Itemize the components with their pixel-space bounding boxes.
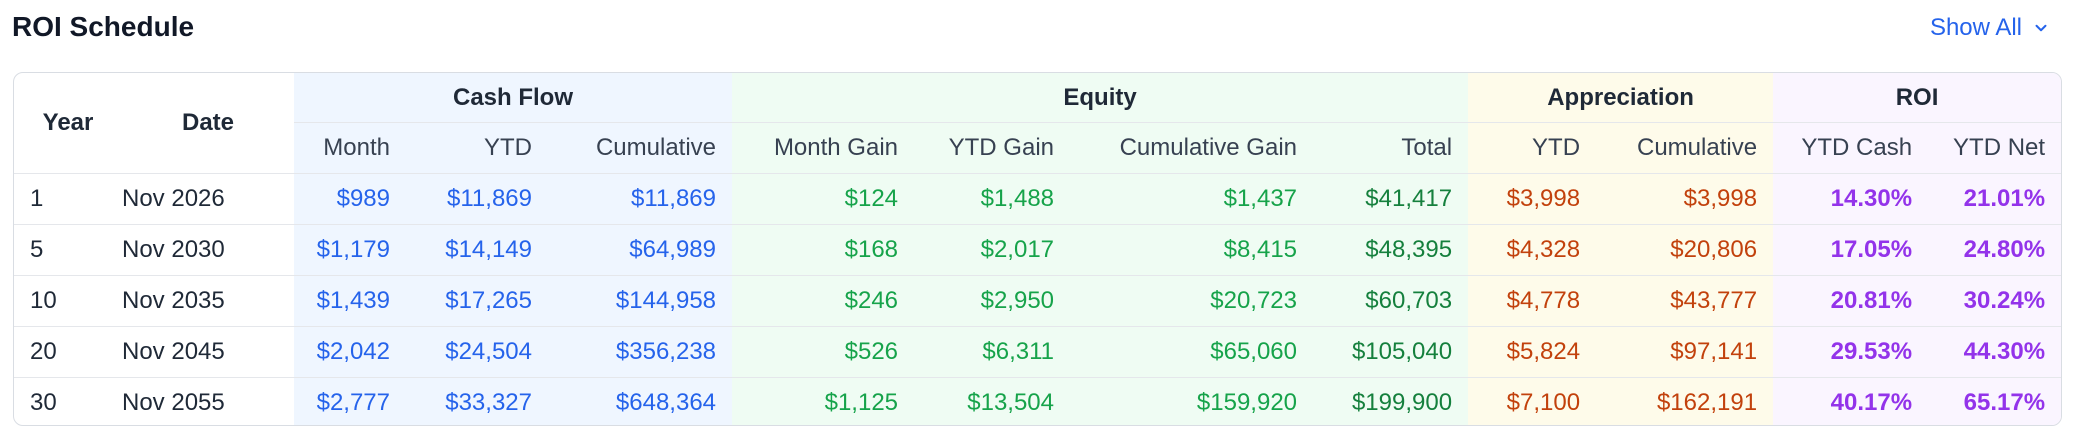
cell-ap-cumulative: $97,141 [1596,326,1774,378]
sub-header-row: Month YTD Cumulative Month Gain YTD Gain… [14,122,2061,174]
cell-eq-month-gain: $1,125 [732,377,915,425]
column-header-ap-ytd: YTD [1468,122,1597,174]
cell-cf-ytd: $11,869 [406,173,548,225]
cell-ap-ytd: $5,824 [1468,326,1597,378]
cell-eq-ytd-gain: $1,488 [914,173,1071,225]
cell-cf-cumulative: $64,989 [548,224,733,276]
cell-date: Nov 2045 [106,326,294,378]
cell-cf-cumulative: $648,364 [548,377,733,425]
cell-ap-cumulative: $162,191 [1596,377,1774,425]
cell-roi-ytd-net: 24.80% [1928,224,2061,276]
cell-cf-month: $1,439 [294,275,406,327]
cell-roi-ytd-net: 44.30% [1928,326,2061,378]
cell-eq-cumulative-gain: $20,723 [1070,275,1314,327]
table-body: 1 Nov 2026 $989 $11,869 $11,869 $124 $1,… [14,173,2061,425]
show-all-label: Show All [1929,14,2022,41]
column-header-ap-cumulative: Cumulative [1596,122,1774,174]
cell-eq-month-gain: $526 [732,326,915,378]
cell-eq-total: $60,703 [1313,275,1469,327]
cell-year: 1 [14,173,106,225]
cell-year: 20 [14,326,106,378]
cell-roi-ytd-net: 65.17% [1928,377,2061,425]
cell-ap-ytd: $4,778 [1468,275,1597,327]
roi-schedule-table: Year Date Cash Flow Equity Appreciation … [14,73,2061,425]
cell-eq-month-gain: $124 [732,173,915,225]
cell-ap-cumulative: $20,806 [1596,224,1774,276]
cell-eq-total: $48,395 [1313,224,1469,276]
cell-eq-total: $199,900 [1313,377,1469,425]
cell-roi-ytd-cash: 29.53% [1773,326,1929,378]
cell-eq-ytd-gain: $2,950 [914,275,1071,327]
chevron-down-icon [2035,24,2047,32]
column-header-cf-month: Month [294,122,406,174]
cell-eq-total: $105,040 [1313,326,1469,378]
cell-date: Nov 2035 [106,275,294,327]
table-row: 20 Nov 2045 $2,042 $24,504 $356,238 $526… [14,326,2061,378]
column-header-cf-cumulative: Cumulative [548,122,733,174]
cell-year: 30 [30,389,57,416]
cell-cf-cumulative: $11,869 [548,173,733,225]
cell-eq-cumulative-gain: $1,437 [1070,173,1314,225]
cell-ap-ytd: $7,100 [1468,377,1597,425]
cell-eq-cumulative-gain: $8,415 [1070,224,1314,276]
cell-cf-month: $2,777 [294,377,406,425]
cell-eq-total: $41,417 [1313,173,1469,225]
group-header-appreciation: Appreciation [1468,73,1774,123]
page-title: ROI Schedule [12,11,195,42]
cell-date: Nov 2026 [106,173,294,225]
cell-cf-ytd: $14,149 [406,224,548,276]
cell-cf-month: $2,042 [294,326,406,378]
table-header: Year Date Cash Flow Equity Appreciation … [14,73,2061,174]
cell-eq-ytd-gain: $13,504 [914,377,1071,425]
column-header-year: Year [14,73,106,174]
column-header-eq-total: Total [1313,122,1469,174]
show-all-button[interactable]: Show All [1930,10,2050,46]
group-header-row: Year Date Cash Flow Equity Appreciation … [14,73,2061,174]
page-header: ROI Schedule Show All [0,0,2074,72]
roi-schedule-table-card: Year Date Cash Flow Equity Appreciation … [13,72,2062,426]
column-header-eq-ytd-gain: YTD Gain [914,122,1071,174]
cell-eq-ytd-gain: $6,311 [914,326,1071,378]
cell-cf-ytd: $24,504 [406,326,548,378]
cell-ap-cumulative: $3,998 [1596,173,1774,225]
group-header-equity: Equity [732,73,1469,123]
cell-cf-cumulative: $356,238 [548,326,733,378]
cell-eq-cumulative-gain: $159,920 [1070,377,1314,425]
cell-eq-cumulative-gain: $65,060 [1070,326,1314,378]
cell-date: Nov 2055 [122,389,225,416]
cell-cf-ytd: $33,327 [406,377,548,425]
cell-roi-ytd-cash: 20.81% [1773,275,1929,327]
cell-roi-ytd-cash: 17.05% [1773,224,1929,276]
table-row: 5 Nov 2030 $1,179 $14,149 $64,989 $168 $… [14,224,2061,276]
cell-date: Nov 2030 [106,224,294,276]
cell-eq-month-gain: $168 [732,224,915,276]
column-header-roi-ytd-net: YTD Net [1928,122,2061,174]
cell-year: 10 [14,275,106,327]
cell-eq-ytd-gain: $2,017 [914,224,1071,276]
table-row: 30 Nov 2055 $2,777 $33,327 $648,364 $1,1… [14,377,2061,425]
column-header-eq-cumulative-gain: Cumulative Gain [1070,122,1314,174]
cell-roi-ytd-net: 21.01% [1928,173,2061,225]
cell-ap-cumulative: $43,777 [1596,275,1774,327]
cell-ap-ytd: $4,328 [1468,224,1597,276]
cell-roi-ytd-net: 30.24% [1928,275,2061,327]
group-header-roi: ROI [1773,73,2061,123]
cell-year: 5 [14,224,106,276]
cell-cf-month: $1,179 [294,224,406,276]
cell-roi-ytd-cash: 40.17% [1773,377,1929,425]
table-row: 10 Nov 2035 $1,439 $17,265 $144,958 $246… [14,275,2061,327]
cell-roi-ytd-cash: 14.30% [1773,173,1929,225]
column-header-eq-month-gain: Month Gain [732,122,915,174]
column-header-roi-ytd-cash: YTD Cash [1773,122,1929,174]
column-header-date: Date [106,73,294,174]
table-row: 1 Nov 2026 $989 $11,869 $11,869 $124 $1,… [14,173,2061,225]
cell-ap-ytd: $3,998 [1468,173,1597,225]
column-header-cf-ytd: YTD [406,122,548,174]
group-header-cash-flow: Cash Flow [294,73,733,123]
cell-cf-month: $989 [294,173,406,225]
cell-eq-month-gain: $246 [732,275,915,327]
cell-cf-cumulative: $144,958 [548,275,733,327]
cell-cf-ytd: $17,265 [406,275,548,327]
